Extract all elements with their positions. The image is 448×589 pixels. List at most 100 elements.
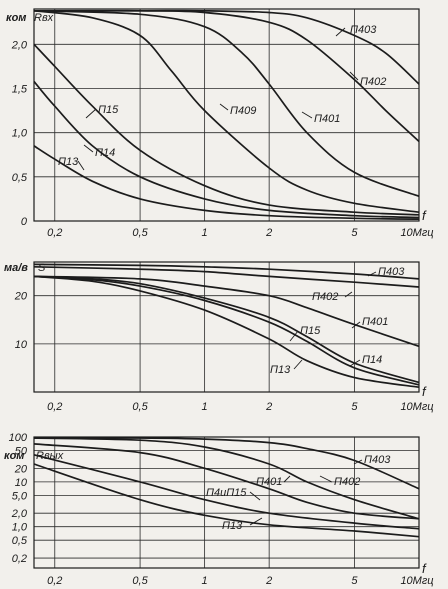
leader-p13-p3 [249,517,263,526]
label-p15-p2: П15 [300,325,321,337]
panel1-y-tick-label: 1,0 [12,128,28,140]
leader-p402-p1 [349,71,359,81]
panel2-curve-п15 [33,275,420,384]
panel3-y-tick-label: 0,5 [12,535,28,547]
panel2-curve-п14 [33,275,420,386]
leader-p401-p3 [283,475,291,483]
label-p409-p1: П409 [230,105,256,117]
leader-p13-p2 [293,359,303,370]
panel1-curve-п13 [33,145,420,221]
panel3-x-title: f [422,561,427,576]
panel1-y-tick-label: 1,5 [12,84,28,96]
panel3-y-tick-label: 2,0 [11,508,28,520]
panel2-x-title: f [422,384,427,399]
panel3-x-tick-label: 1 [202,575,208,587]
panel3-frame [33,436,420,569]
panel3-y-tick-label: 10 [15,477,28,489]
leader-p13-p1 [77,160,85,171]
panel3-x-tick-label: 2 [265,575,272,587]
panel2-x-tick-label: 5 [351,401,358,413]
leader-p402-p3 [319,475,333,483]
panel1-x-tick-label: 0,2 [47,227,62,239]
panel1-curve-п401 [33,9,420,198]
panel1-labels: П403 П402 П401 П409 П15 П14 П13 [58,24,386,171]
panel1-x-title: f [422,208,427,223]
label-p401-p3: П401 [256,476,282,488]
panel1-x-tick-label: 2 [265,227,272,239]
panel3-y-tick-label: 1,0 [12,522,28,534]
panel2-x-tick-label: 1 [202,401,208,413]
panel3-y-tick-label: 100 [9,432,28,444]
panel2-curve-п401 [33,275,420,348]
panel3-curve-п4ип15 [33,453,420,530]
panel2-labels: П403 П402 П401 П15 П14 П13 [270,266,405,376]
panel1-y-title: Rвх [34,12,54,24]
panel-output-resistance: ком Rвых f 0,2 0,5 1 2 5 10Мгц 100 50 20 105,0 2,0… [4,432,434,587]
leader-p402-p2 [344,291,353,298]
label-p13-p3: П13 [222,520,243,532]
panel1-y-tick-label: 0 [21,216,28,228]
panel2-y-unit: ма/в [4,262,28,274]
panel-transconductance: ма/в S f 0,2 0,5 1 2 5 10Мгц 10 20 П403 П402 П4… [4,261,434,413]
panel3-x-tick-label: 5 [351,575,358,587]
panel2-curve-п402 [33,265,420,288]
panel1-curve-п402 [33,9,420,143]
label-p4p15-p3: П4иП15 [206,487,247,499]
panel3-y-tick-label: 50 [15,446,28,458]
panel3-curve-п402 [33,437,420,520]
label-p403-p3: П403 [364,454,391,466]
label-p14-p2: П14 [362,354,382,366]
panel3-curve-п401 [33,443,420,520]
panel2-x-tick-label: 0,2 [47,401,62,413]
leader-p401-p2 [351,321,361,329]
panel1-frame [33,8,420,222]
panel1-curve-п15 [33,43,420,216]
leader-p15-p1 [85,108,97,119]
leader-p409-p1 [219,103,229,111]
panel2-y-title: S [38,262,46,274]
panel2-x-tick-label: 0,5 [132,401,148,413]
panel1-curve-п14 [33,80,420,219]
panel3-y-title: Rвых [36,450,64,462]
panel2-x-tick-label: 10Мгц [400,401,433,413]
panel1-x-tick-label: 5 [351,227,358,239]
panel3-x-tick-label: 0,2 [47,575,62,587]
label-p13-p1: П13 [58,156,79,168]
panel1-x-tick-label: 10Мгц [400,227,433,239]
label-p14-p1: П14 [95,147,115,159]
panel-input-resistance: ком Rвх f 0,2 0,5 1 2 5 10Мгц 0 0,5 1,0 1,5 2,0 П4… [6,8,434,239]
panel2-y-tick-label: 10 [15,339,28,351]
label-p13-p2: П13 [270,364,291,376]
label-p15-p1: П15 [98,104,119,116]
label-p401-p2: П401 [362,316,388,328]
panel3-y-unit: ком [4,450,24,462]
panel3-x-tick-label: 0,5 [132,575,148,587]
panel1-y-tick-label: 2,0 [11,39,28,51]
panel2-x-tick-label: 2 [265,401,272,413]
label-p402-p3: П402 [334,476,360,488]
label-p402-p2: П402 [312,291,338,303]
leader-p403-p3 [353,459,363,465]
panel1-curve-п409 [33,9,420,214]
panel2-y-tick-label: 20 [14,291,28,303]
panel1-y-tick-label: 0,5 [12,172,28,184]
panel2-frame [33,261,420,393]
leader-p15-p2 [289,330,299,342]
panel2-curve-п403 [33,263,420,280]
leader-p403-p2 [367,271,377,277]
panel3-curve-п13 [33,463,420,538]
leader-p401-p1 [301,111,313,119]
label-p402-p1: П402 [360,76,386,88]
leader-p14-p1 [83,144,94,153]
label-p401-p1: П401 [314,113,340,125]
panel1-curve-п403 [33,9,420,85]
panel1-x-tick-label: 1 [202,227,208,239]
panel1-x-tick-label: 0,5 [132,227,148,239]
leader-p403-p1 [335,27,346,37]
panel3-y-tick-label: 5,0 [12,490,28,502]
panel3-curve-п403 [33,437,420,490]
leader-p4p15-p3 [249,491,261,501]
panel3-labels: П403 П402 П401 П4иП15 П13 [206,454,391,532]
label-p403-p1: П403 [350,24,377,36]
